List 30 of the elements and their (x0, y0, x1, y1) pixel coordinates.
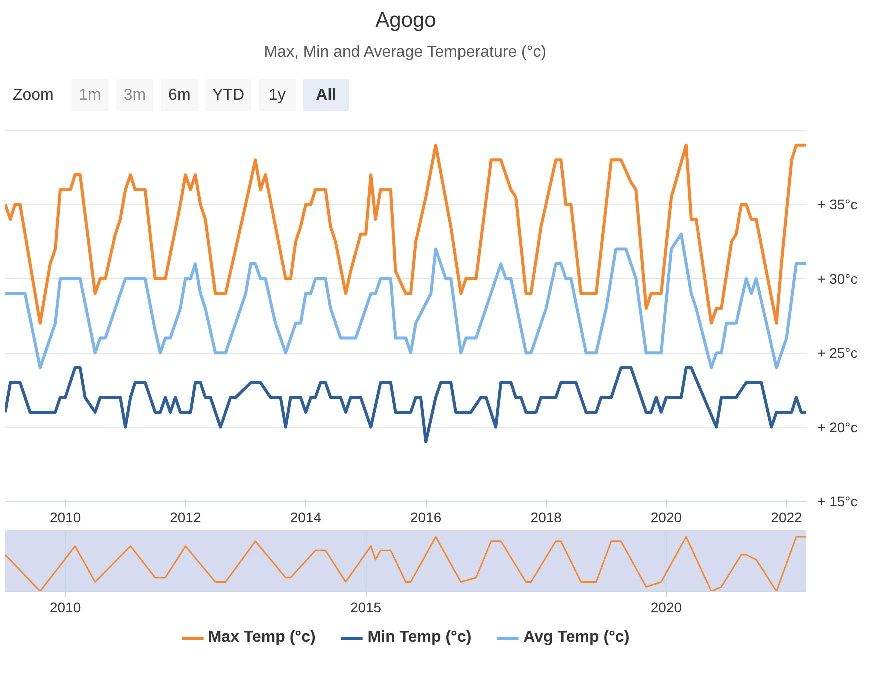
x-tick-label: 2022 (771, 510, 803, 526)
x-tick-label: 2014 (290, 510, 322, 526)
y-tick-label: + 30°c (818, 270, 858, 287)
x-tick-label: 2018 (530, 510, 562, 526)
legend-label: Min Temp (°c) (368, 628, 472, 646)
x-tick-label: 2015 (350, 600, 382, 616)
line-series (6, 366, 806, 444)
line-series (6, 144, 806, 325)
x-tick-label: 2016 (410, 510, 442, 526)
chart-title: Agogo (376, 9, 436, 32)
chart-subtitle: Max, Min and Average Temperature (°c) (264, 44, 547, 61)
y-tick-label: + 20°c (818, 419, 858, 436)
x-tick-label: 2010 (50, 510, 82, 526)
y-tick-label: + 15°c (818, 494, 858, 510)
legend-label: Avg Temp (°c) (524, 628, 630, 646)
x-tick-label: 2020 (650, 600, 682, 616)
text: 1y (269, 87, 286, 104)
y-tick-label: + 25°c (818, 345, 858, 362)
text: Zoom (12, 87, 54, 104)
legend-label: Max Temp (°c) (208, 628, 316, 646)
y-tick-label: + 35°c (818, 196, 858, 213)
x-tick-label: 2010 (50, 600, 82, 616)
text: YTD (212, 87, 245, 104)
line-series (6, 232, 806, 370)
x-tick-label: 2020 (650, 510, 682, 526)
x-tick-label: 2012 (170, 510, 202, 526)
text: 3m (124, 87, 146, 104)
text: 1m (79, 87, 102, 104)
text: 6m (168, 87, 191, 104)
text: All (316, 87, 337, 104)
